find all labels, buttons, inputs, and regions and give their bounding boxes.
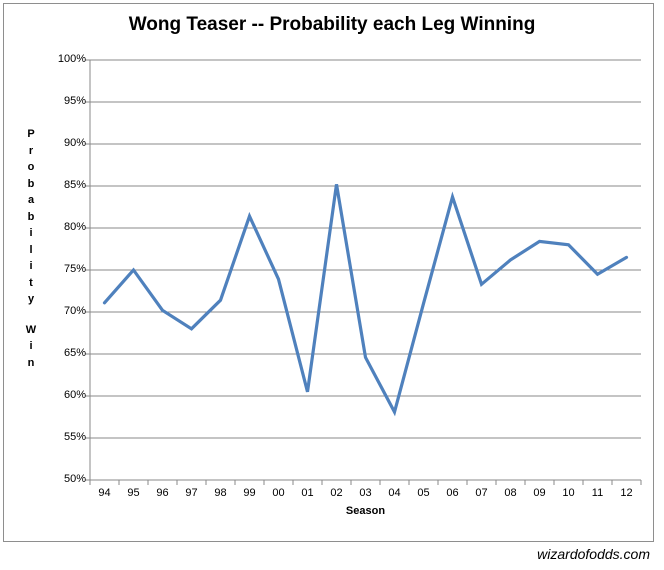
chart-title: Wong Teaser -- Probability each Leg Winn… bbox=[128, 14, 536, 35]
x-tick-label: 03 bbox=[359, 487, 372, 499]
y-tick-label: 85% bbox=[63, 179, 86, 191]
y-tick-label: 75% bbox=[63, 263, 86, 275]
x-tick-label: 07 bbox=[475, 487, 488, 499]
x-axis-title: Season bbox=[345, 505, 386, 517]
x-tick-label: 05 bbox=[417, 487, 430, 499]
x-tick-label: 95 bbox=[127, 487, 140, 499]
y-axis-title-letter: i bbox=[29, 340, 33, 352]
x-tick-label: 94 bbox=[98, 487, 111, 499]
y-tick-label: 100% bbox=[57, 53, 86, 65]
x-tick-label: 96 bbox=[156, 487, 169, 499]
x-tick-label: 06 bbox=[446, 487, 459, 499]
y-axis-title-letter: y bbox=[27, 293, 35, 305]
y-axis-title-letter: n bbox=[27, 356, 35, 369]
y-tick-label: 50% bbox=[63, 473, 86, 485]
y-axis-title-letter: i bbox=[29, 260, 33, 272]
x-tick-label: 11 bbox=[591, 487, 604, 499]
x-tick-label: 00 bbox=[272, 487, 285, 499]
y-tick-label: 70% bbox=[63, 305, 86, 317]
y-axis-title-letter: b bbox=[27, 210, 35, 223]
y-tick-label: 95% bbox=[63, 95, 86, 107]
x-tick-label: 98 bbox=[214, 487, 227, 499]
x-tick-label: 08 bbox=[504, 487, 517, 499]
x-tick-label: 09 bbox=[533, 487, 546, 499]
y-tick-label: 60% bbox=[63, 389, 86, 401]
y-axis-title-letter: l bbox=[29, 243, 33, 256]
y-axis-title-letter: t bbox=[29, 276, 33, 289]
x-tick-label: 01 bbox=[301, 487, 314, 499]
y-axis-title-letter: i bbox=[29, 227, 33, 239]
data-line-series bbox=[102, 184, 629, 417]
y-tick-label: 55% bbox=[63, 431, 86, 443]
y-axis-title-letter: r bbox=[28, 144, 34, 157]
y-axis-title-letter: P bbox=[27, 128, 35, 140]
x-tick-label: 12 bbox=[620, 487, 633, 499]
x-tick-label: 99 bbox=[243, 487, 256, 499]
x-tick-label: 10 bbox=[562, 487, 575, 499]
x-tick-label: 97 bbox=[185, 487, 198, 499]
x-tick-label: 02 bbox=[330, 487, 343, 499]
y-axis-title-letter: o bbox=[27, 161, 35, 173]
y-tick-label: 65% bbox=[63, 347, 86, 359]
y-tick-label: 80% bbox=[63, 221, 86, 233]
watermark: wizardofodds.com bbox=[537, 546, 650, 562]
y-axis-title-letter: b bbox=[27, 177, 35, 190]
x-tick-label: 04 bbox=[388, 487, 401, 499]
chart-border bbox=[3, 3, 654, 542]
y-axis-title-letter: W bbox=[25, 323, 37, 336]
y-axis-title-letter: a bbox=[27, 194, 35, 206]
y-tick-label: 90% bbox=[63, 137, 86, 149]
